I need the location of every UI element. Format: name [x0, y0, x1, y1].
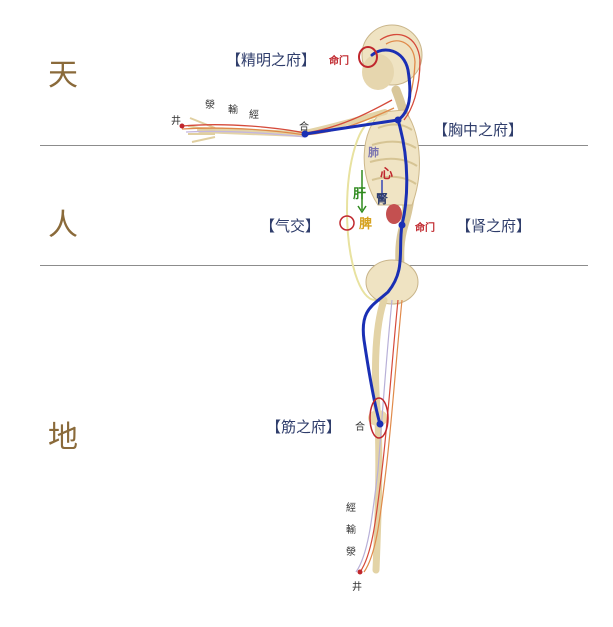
- leg-point-shu: 輸: [346, 525, 356, 536]
- zone-earth-label: 地: [48, 420, 78, 455]
- arm-point-jingl: 經: [249, 110, 259, 121]
- kidney: [386, 204, 402, 224]
- zone-human-label: 人: [48, 208, 78, 243]
- leg-point-jingl: 經: [346, 503, 356, 514]
- leg-bones: [372, 296, 388, 574]
- arm-point-jing: 井: [171, 116, 181, 127]
- qijiao-ring: [339, 215, 355, 231]
- jingming-label: 【精明之府】: [226, 51, 317, 69]
- chest-dot: [394, 116, 402, 124]
- mingmen-mid-marker: 命门: [415, 223, 435, 234]
- leg-jing-dot: [357, 569, 363, 575]
- organ-pi: 脾: [359, 217, 373, 232]
- main-meridian-line: [303, 48, 412, 426]
- kidney-dot: [398, 221, 406, 229]
- arm-point-shu: 輸: [228, 105, 238, 116]
- organ-fei: 肺: [368, 146, 379, 159]
- leg-point-ying: 滎: [346, 547, 356, 558]
- arm-jing-dot: [179, 123, 185, 129]
- mingmen-top-marker: 命门: [329, 56, 349, 67]
- pelvis: [365, 259, 419, 305]
- organ-xin: 心: [380, 167, 394, 182]
- organ-gan: 肝: [353, 187, 367, 202]
- qijiao-label: 【气交】: [260, 217, 321, 235]
- mingmen-head-ring: [358, 46, 378, 68]
- liver-arrow: [357, 205, 367, 214]
- arm-point-ying: 滎: [205, 100, 215, 111]
- organ-shen: 腎: [376, 192, 389, 206]
- zone-heaven-label: 天: [48, 58, 78, 93]
- heaven-human-divider: [40, 145, 588, 146]
- arm-he-dot: [301, 130, 309, 138]
- shen-label: 【肾之府】: [456, 217, 532, 235]
- human-earth-divider: [40, 265, 588, 266]
- jin-label: 【筋之府】: [266, 418, 342, 436]
- leg-point-he: 合: [355, 422, 365, 433]
- arm-point-he: 合: [299, 122, 309, 133]
- knee-dot: [376, 420, 384, 428]
- xiongzhong-label: 【胸中之府】: [433, 121, 524, 139]
- skull-face: [362, 54, 394, 90]
- knee-ring: [369, 397, 389, 439]
- leg-point-jing: 井: [352, 582, 362, 593]
